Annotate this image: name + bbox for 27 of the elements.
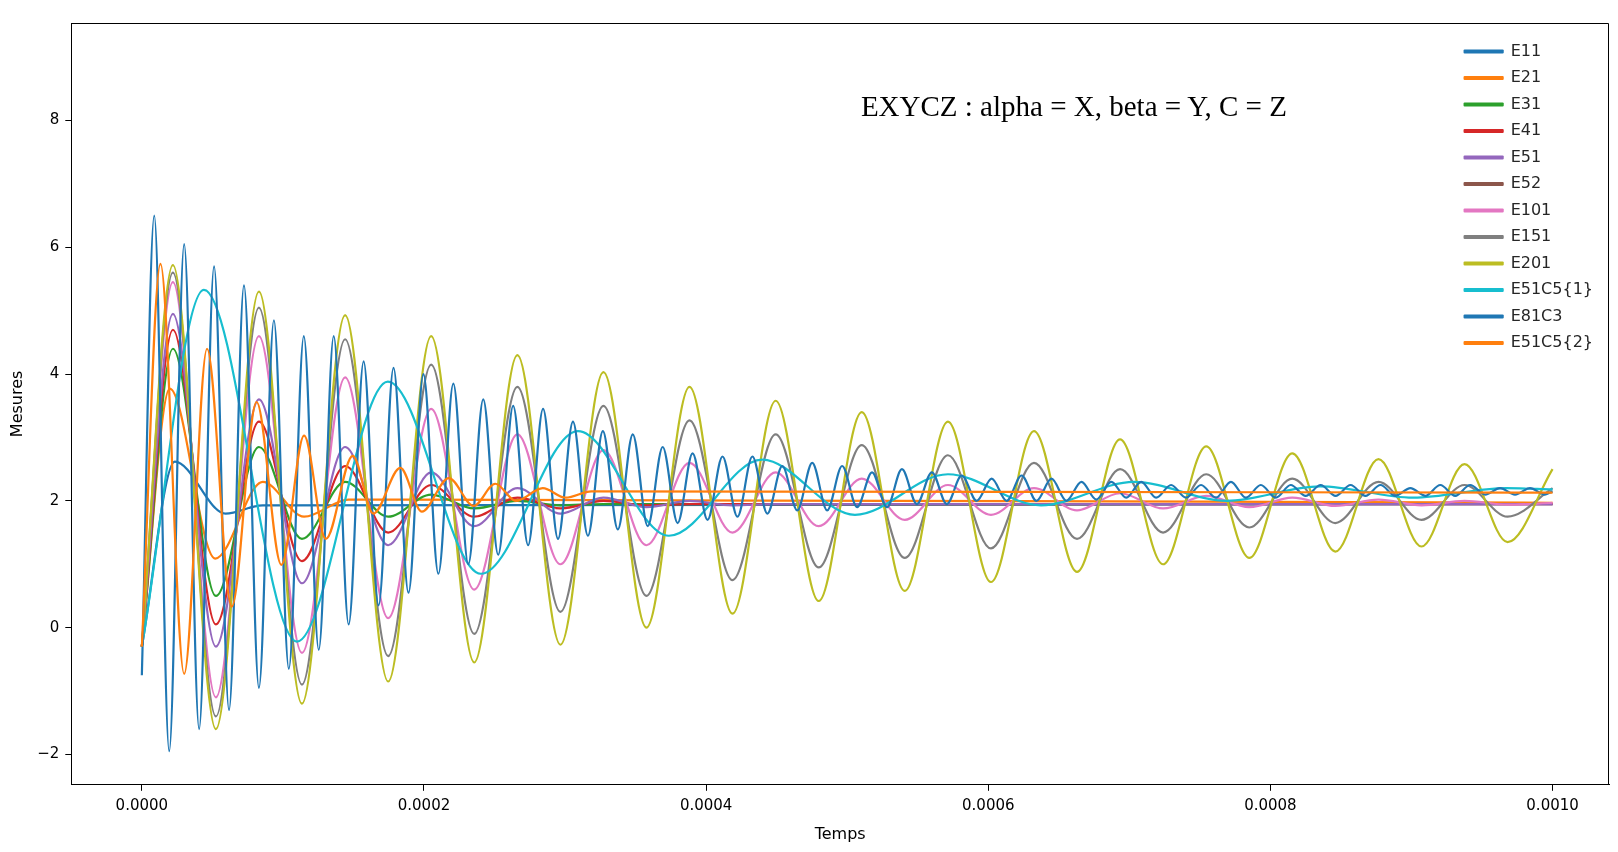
legend-label: E21 bbox=[1510, 67, 1542, 87]
y-tick-label: 4 bbox=[49, 364, 60, 382]
legend-label: E101 bbox=[1510, 199, 1552, 219]
legend-label: E81C3 bbox=[1510, 305, 1563, 325]
legend-label: E52 bbox=[1510, 173, 1542, 193]
x-tick-label: 0.0008 bbox=[1244, 795, 1297, 814]
x-tick-label: 0.0006 bbox=[962, 795, 1015, 814]
legend-label: E41 bbox=[1510, 120, 1542, 140]
x-tick-label: 0.0010 bbox=[1526, 795, 1579, 814]
y-tick-label: 8 bbox=[49, 110, 60, 129]
legend-label: E201 bbox=[1510, 252, 1552, 272]
x-axis-title: Temps bbox=[813, 823, 866, 843]
legend-label: E31 bbox=[1510, 93, 1542, 113]
y-tick-label: −2 bbox=[37, 744, 60, 763]
x-tick-label: 0.0004 bbox=[679, 795, 733, 814]
legend-label: E11 bbox=[1510, 40, 1542, 60]
y-tick-label: 2 bbox=[49, 490, 60, 509]
annotation: EXYCZ : alpha = X, beta = Y, C = Z bbox=[860, 89, 1287, 122]
y-axis-title: Mesures bbox=[6, 370, 26, 438]
legend-label: E51C5{2} bbox=[1510, 332, 1593, 352]
legend-label: E51 bbox=[1510, 146, 1542, 166]
y-tick-label: 6 bbox=[49, 237, 60, 256]
legend-label: E51C5{1} bbox=[1510, 279, 1593, 299]
x-tick-label: 0.0002 bbox=[397, 795, 451, 814]
x-tick-label: 0.0000 bbox=[115, 795, 169, 814]
y-tick-label: 0 bbox=[49, 617, 60, 636]
legend-label: E151 bbox=[1510, 226, 1552, 246]
